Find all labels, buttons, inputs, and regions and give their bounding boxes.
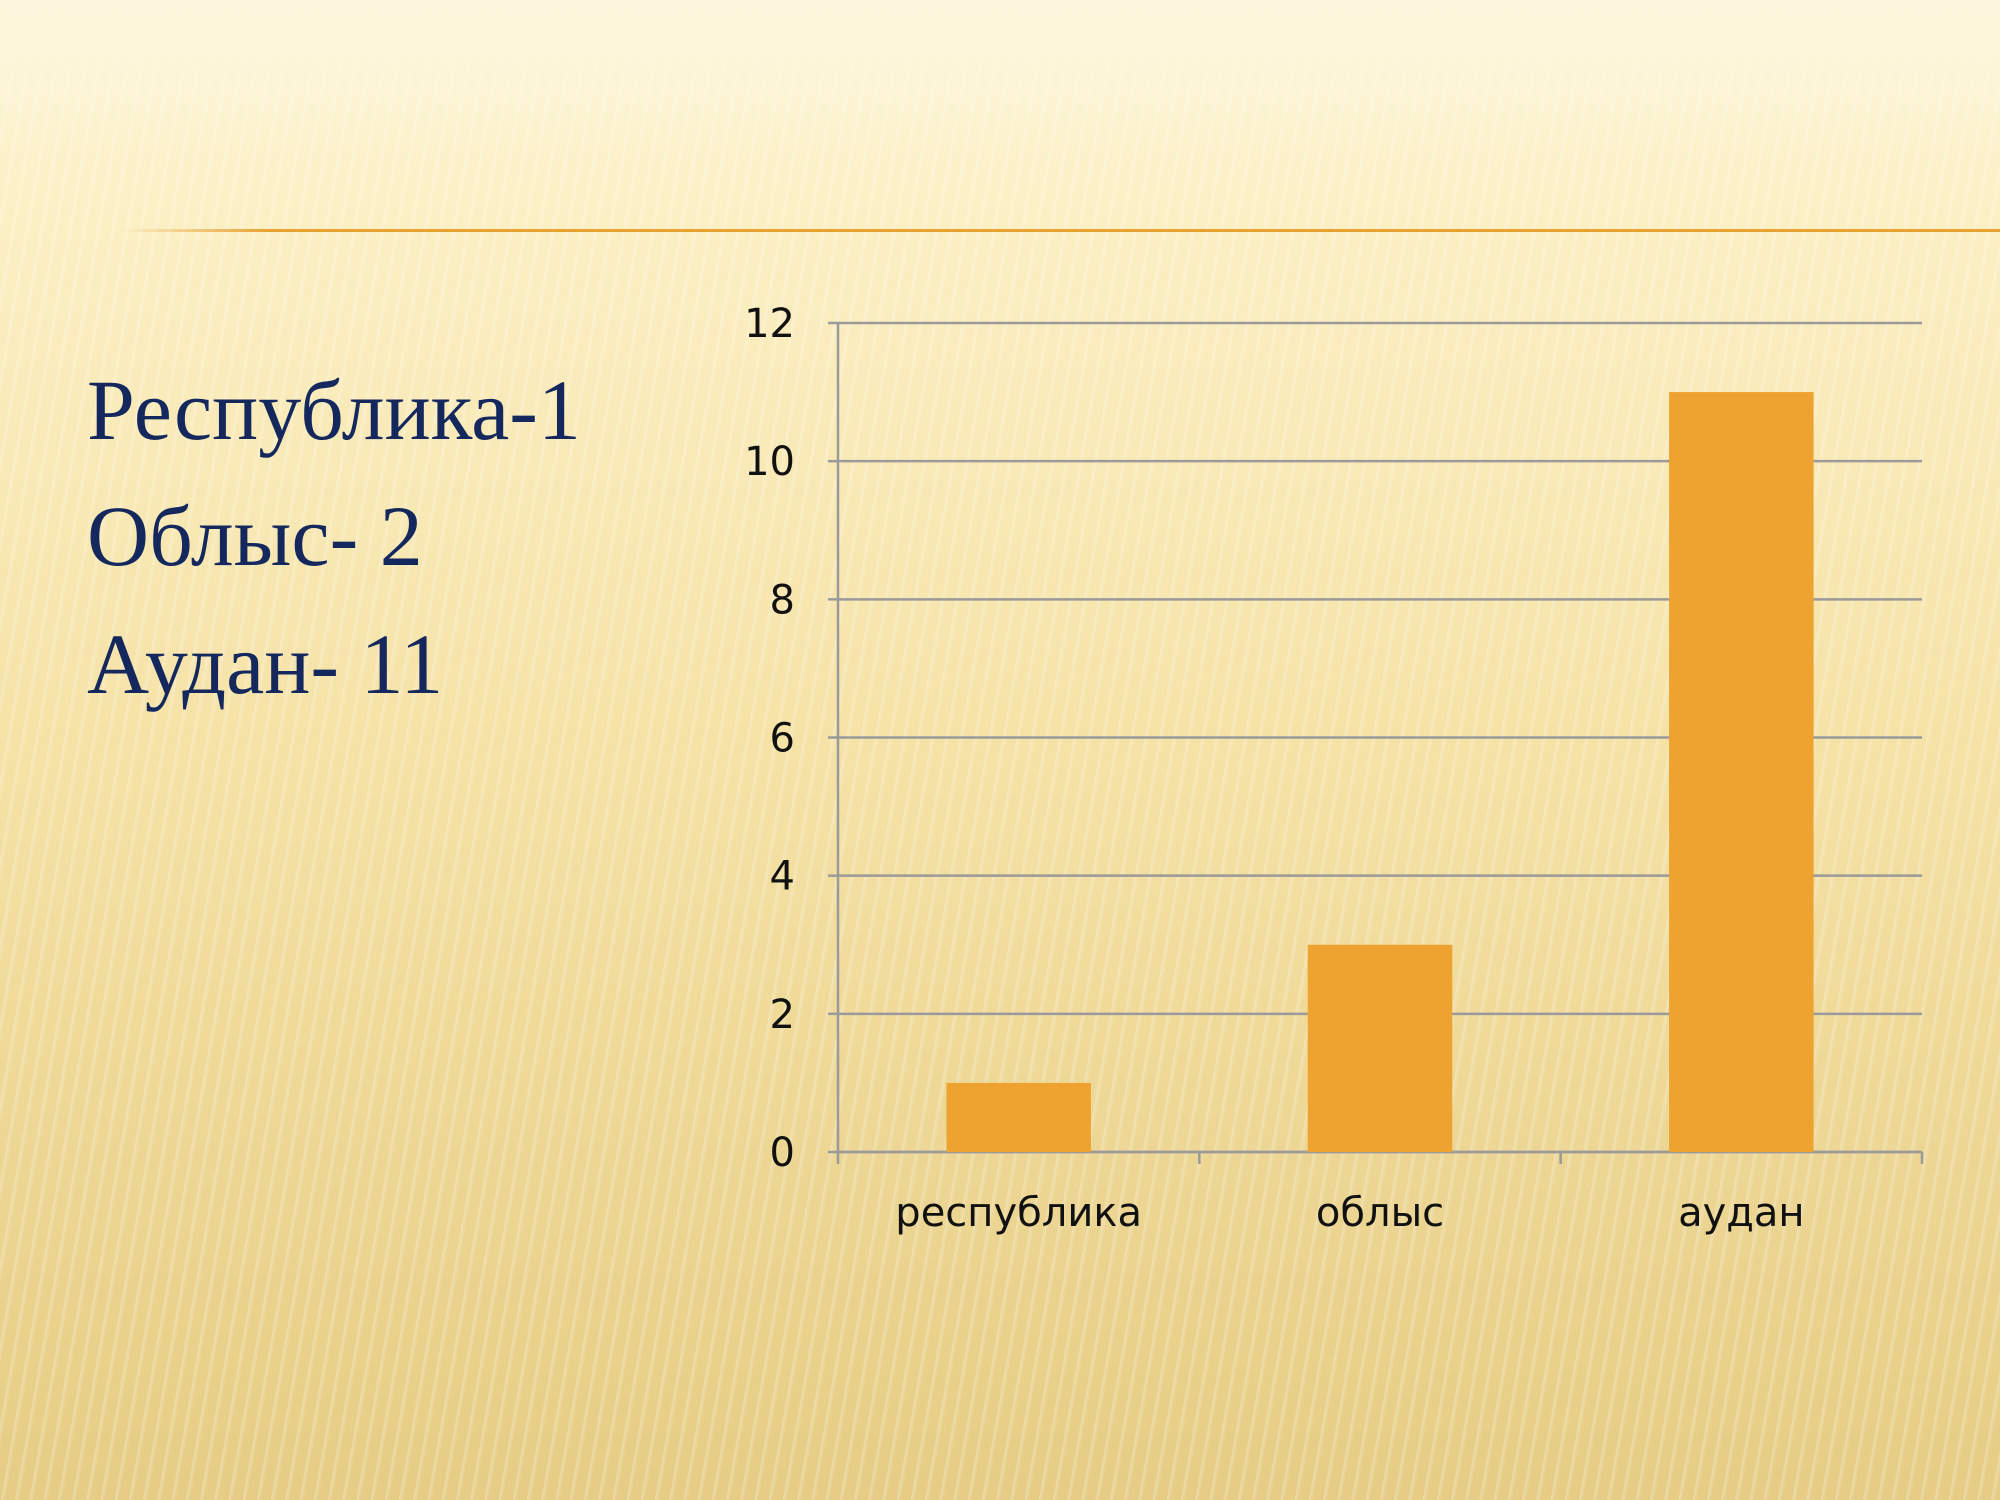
bar <box>1307 944 1453 1152</box>
x-tick-label: облыс <box>1316 1190 1444 1236</box>
y-tick-label: 8 <box>770 577 795 623</box>
text-line: Облыс- 2 <box>87 488 423 584</box>
text-line: Аудан- 11 <box>87 616 444 712</box>
y-tick-label: 12 <box>744 301 795 347</box>
y-tick-label: 10 <box>744 439 795 485</box>
bar <box>1669 392 1814 1152</box>
y-tick-label: 2 <box>770 992 795 1038</box>
y-tick-label: 0 <box>770 1130 795 1176</box>
text-line: Республика-1 <box>87 362 581 458</box>
divider <box>121 229 2000 232</box>
y-tick-label: 4 <box>770 854 795 900</box>
background-fade <box>0 0 2000 160</box>
y-tick-label: 6 <box>770 716 795 762</box>
bar <box>946 1082 1091 1152</box>
x-tick-label: республика <box>895 1190 1142 1236</box>
x-tick-label: аудан <box>1678 1190 1805 1236</box>
